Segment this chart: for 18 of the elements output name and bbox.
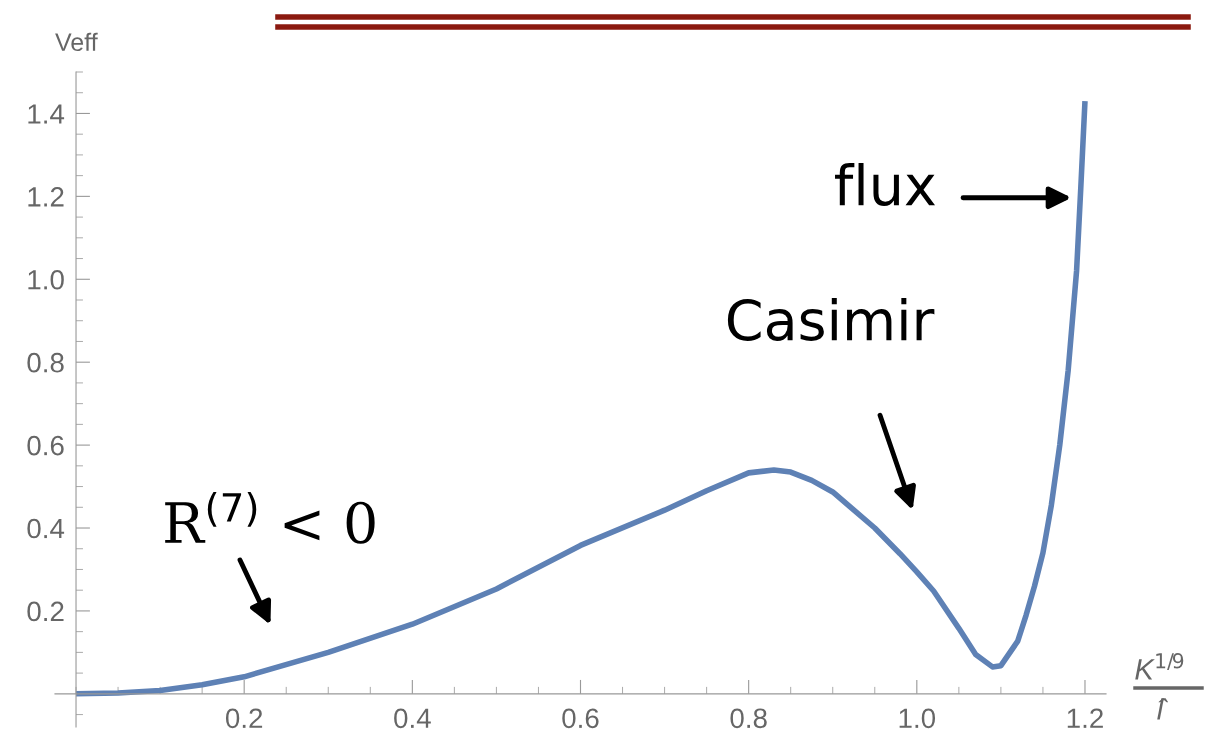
y-tick-label: 0.4 (27, 518, 65, 539)
y-tick-label: 1.2 (28, 187, 64, 207)
x-tick-label: 0.8 (730, 708, 767, 729)
y-tick-label: 0.8 (27, 352, 64, 373)
annotation: Casimir (727, 297, 935, 341)
x-tick-label: 0.2 (225, 708, 263, 729)
annotation: R$^{(7)}$ < 0 (165, 492, 375, 544)
y-tick-label: 1.0 (28, 269, 64, 290)
text: K$^{1/9}$ l̂ (1135, 653, 1184, 720)
annotation: flux (835, 163, 936, 207)
y-tick-label: 0.2 (27, 601, 64, 622)
y-tick-label: 1.4 (28, 104, 65, 124)
x-tick-label: 1.2 (1067, 708, 1103, 728)
y-tick-label: 0.6 (27, 435, 64, 456)
x-tick-label: 1.0 (899, 708, 936, 729)
y-axis-title: Veff (55, 32, 98, 52)
x-tick-label: 0.4 (394, 708, 431, 729)
x-tick-label: 0.6 (562, 708, 599, 729)
